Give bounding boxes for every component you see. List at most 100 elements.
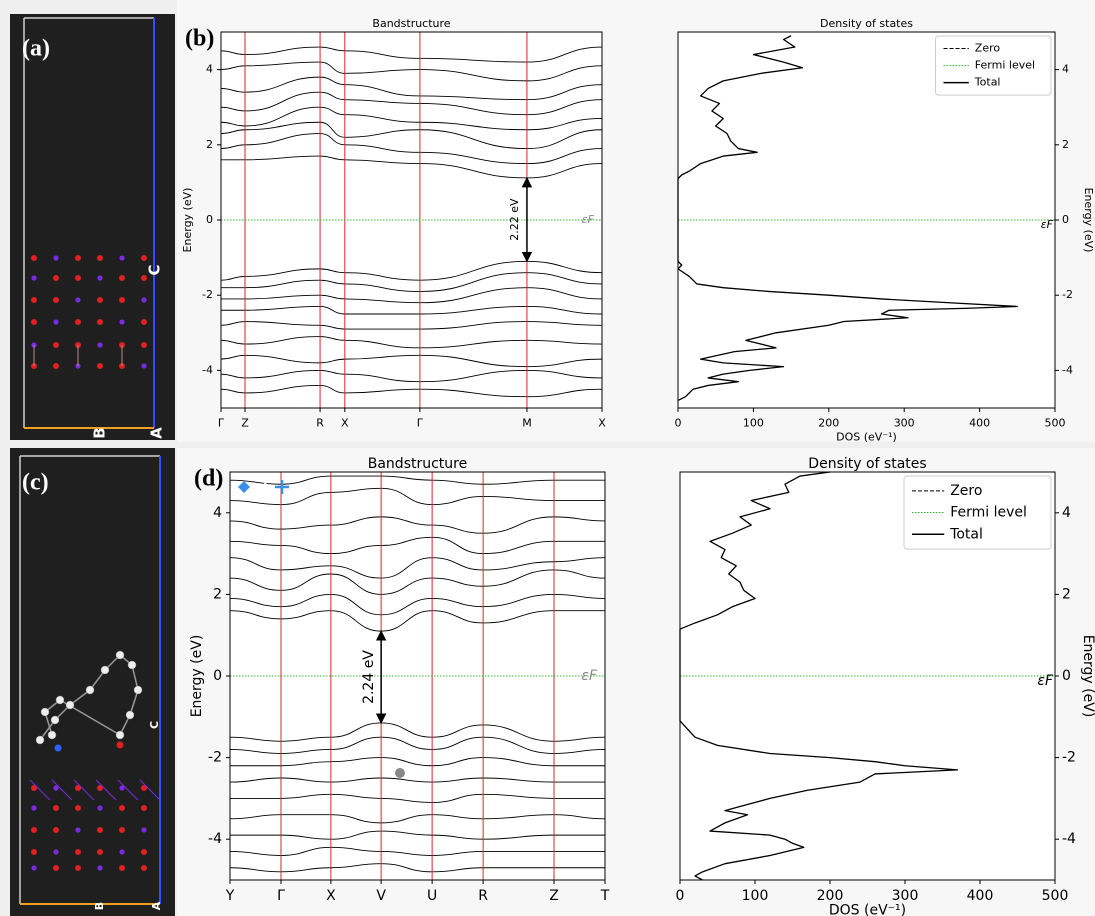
atom: [86, 686, 94, 694]
chart-title: Bandstructure: [368, 456, 467, 472]
x-tick-label: 0: [675, 416, 682, 429]
y-axis-label: Energy (eV): [1080, 635, 1095, 718]
panel-label: (b): [185, 26, 214, 52]
atom: [97, 865, 102, 870]
atom: [141, 297, 146, 302]
y-tick-label: 0: [1062, 668, 1071, 684]
atom: [119, 805, 125, 811]
atom: [75, 827, 80, 832]
y-tick-label: -4: [1062, 831, 1076, 847]
y-axis-label: Energy (eV): [189, 635, 205, 718]
y-tick-label: 0: [213, 668, 222, 684]
atom: [31, 275, 36, 280]
atom: [36, 736, 44, 744]
x-tick-label: Γ: [218, 416, 225, 429]
atom: [75, 275, 81, 281]
gap-label: 2.24 eV: [361, 650, 377, 704]
atom: [53, 363, 59, 369]
atom: [31, 849, 37, 855]
x-tick-label: 300: [894, 416, 915, 429]
atom: [119, 849, 124, 854]
legend-label: Total: [974, 76, 1001, 89]
x-tick-label: 400: [969, 416, 990, 429]
x-tick-label: 0: [676, 888, 685, 904]
atom: [97, 319, 103, 325]
x-tick-label: R: [316, 416, 324, 429]
atom: [31, 805, 36, 810]
x-tick-label: X: [598, 416, 606, 429]
structure-background: [10, 448, 175, 916]
atom: [53, 255, 58, 260]
atom: [141, 849, 147, 855]
axis-letter: C: [148, 721, 161, 729]
atom: [53, 849, 58, 854]
y-tick-label: 0: [1062, 213, 1069, 226]
atom: [141, 865, 147, 871]
figure: (a)BAC(c)BAC (b)BandstructureΓZRXΓMX-4-2…: [0, 0, 1095, 916]
atom: [53, 805, 59, 811]
atom: [53, 342, 59, 348]
atom: [31, 255, 37, 261]
y-tick-label: -2: [208, 750, 222, 766]
x-tick-label: T: [600, 888, 610, 904]
panel-label: (d): [194, 466, 223, 492]
x-tick-label: U: [427, 888, 437, 904]
atom: [134, 686, 142, 694]
atom: [97, 297, 103, 303]
atom: [75, 805, 81, 811]
marker-dot: [395, 768, 405, 778]
x-tick-label: Γ: [277, 888, 285, 904]
gap-label: 2.22 eV: [508, 198, 521, 241]
atom: [75, 319, 81, 325]
atom: [141, 319, 147, 325]
panel-label: (c): [22, 470, 49, 496]
x-tick-label: 200: [818, 416, 839, 429]
fermi-label: εF: [1041, 218, 1054, 231]
atom: [128, 661, 136, 669]
atom: [48, 731, 56, 739]
atom: [56, 696, 64, 704]
atom: [117, 742, 124, 749]
atom: [97, 805, 102, 810]
atom: [119, 865, 125, 871]
atom: [116, 731, 124, 739]
legend-label: Zero: [975, 42, 1001, 55]
y-tick-label: -4: [202, 363, 213, 376]
atom: [101, 666, 109, 674]
atom: [75, 255, 81, 261]
atom: [141, 255, 147, 261]
x-tick-label: 500: [1042, 888, 1069, 904]
fermi-label: εF: [1037, 673, 1054, 689]
legend-label: Fermi level: [950, 505, 1027, 521]
chart-title: Density of states: [820, 17, 913, 30]
atom: [31, 827, 37, 833]
y-tick-label: -2: [202, 288, 213, 301]
atom: [31, 865, 36, 870]
atom: [97, 363, 103, 369]
axis-letter: B: [91, 427, 109, 438]
atom: [53, 319, 58, 324]
x-tick-label: Z: [549, 888, 559, 904]
panel-label: (a): [22, 36, 50, 62]
chart-title: Bandstructure: [372, 17, 450, 30]
atom: [51, 716, 59, 724]
y-tick-label: 0: [206, 213, 213, 226]
y-tick-label: 4: [213, 505, 222, 521]
y-tick-label: 4: [1062, 63, 1069, 76]
atom: [53, 865, 59, 871]
x-tick-label: Z: [241, 416, 249, 429]
atom: [31, 319, 37, 325]
y-axis-label: Energy (eV): [1082, 188, 1095, 253]
atom: [119, 255, 124, 260]
legend-label: Fermi level: [975, 59, 1035, 72]
x-axis-label: DOS (eV⁻¹): [829, 903, 906, 916]
x-tick-label: Y: [225, 888, 235, 904]
y-tick-label: 2: [206, 138, 213, 151]
atom: [97, 849, 103, 855]
x-tick-label: X: [341, 416, 349, 429]
atom: [66, 701, 74, 709]
atom: [116, 651, 124, 659]
atom: [75, 849, 81, 855]
y-tick-label: -2: [1062, 288, 1073, 301]
